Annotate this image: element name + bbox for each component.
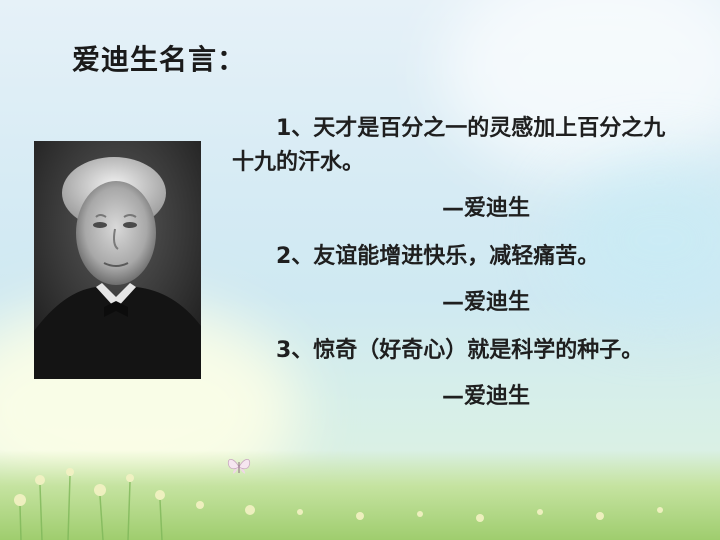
- quote-list: 1、天才是百分之一的灵感加上百分之九十九的汗水。 —爱迪生 2、友谊能增进快乐，…: [232, 112, 687, 428]
- quote-author: —爱迪生: [442, 384, 531, 409]
- page-title: 爱迪生名言：: [72, 43, 247, 76]
- meadow-decoration: [0, 450, 720, 540]
- quote-text: 1、天才是百分之一的灵感加上百分之九十九的汗水。: [232, 116, 666, 175]
- quote-text: 3、惊奇（好奇心）就是科学的种子。: [276, 338, 644, 363]
- quote-author: —爱迪生: [442, 290, 531, 315]
- quote-text: 2、友谊能增进快乐，减轻痛苦。: [276, 244, 600, 269]
- butterfly-icon: [226, 456, 252, 482]
- edison-portrait: [34, 141, 201, 379]
- quote-author: —爱迪生: [442, 196, 531, 221]
